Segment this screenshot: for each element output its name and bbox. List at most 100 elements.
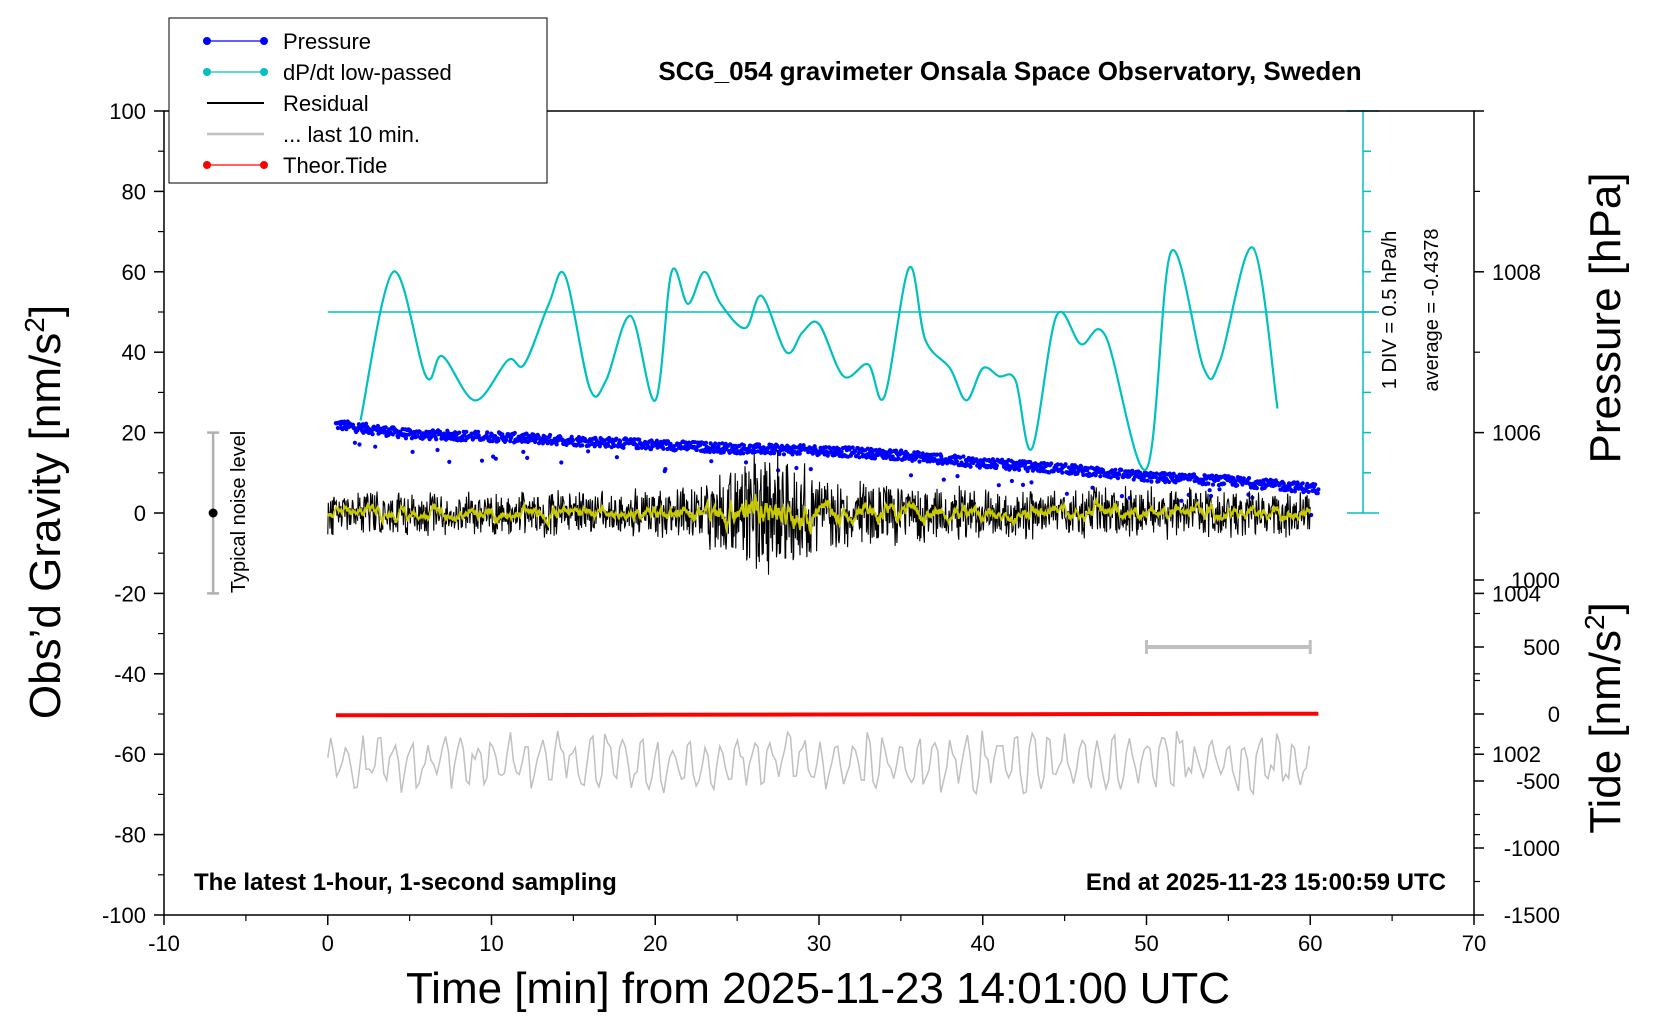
legend-label: Residual: [283, 91, 369, 116]
x-tick-label: 10: [479, 931, 503, 956]
pressure-point: [1079, 464, 1084, 469]
pressure-point: [673, 447, 679, 452]
pressure-point: [1208, 493, 1214, 499]
y-tick-label: -100: [102, 903, 146, 928]
legend-swatch-marker: [203, 161, 211, 169]
pressure-point: [927, 459, 933, 464]
pressure-point: [606, 443, 611, 448]
pressure-point: [794, 465, 799, 471]
pressure-point: [580, 443, 585, 448]
pressure-point: [1315, 491, 1320, 496]
legend-swatch-marker: [260, 37, 268, 45]
x-tick-label: 50: [1134, 931, 1158, 956]
pressure-point: [958, 455, 963, 460]
x-tick-label: 70: [1462, 931, 1486, 956]
pressure-point: [872, 456, 878, 461]
dpdt-series-line: [359, 246, 1279, 471]
pressure-point: [536, 441, 542, 446]
pressure-point: [694, 447, 699, 453]
pressure-point: [903, 456, 908, 461]
pressure-point: [1051, 469, 1056, 474]
legend-label: ... last 10 min.: [283, 122, 420, 147]
pressure-point: [777, 451, 782, 457]
pressure-point: [703, 440, 709, 445]
pressure-point: [1222, 481, 1227, 486]
pressure-point: [1235, 483, 1240, 488]
pressure-point: [464, 429, 469, 434]
x-tick-label: 40: [971, 931, 995, 956]
noise-level-label: Typical noise level: [228, 431, 250, 593]
pressure-point: [968, 464, 973, 469]
pressure-axis-title: Pressure [hPa]: [1581, 172, 1630, 463]
pressure-point: [1233, 479, 1238, 484]
pressure-point: [1119, 494, 1124, 499]
pressure-point: [435, 447, 440, 453]
tide-tick-label: 0: [1548, 702, 1560, 727]
pressure-point: [1281, 481, 1286, 486]
pressure-point: [808, 467, 813, 472]
legend-swatch-marker: [203, 37, 211, 45]
x-tick-label: 20: [643, 931, 667, 956]
pressure-point: [1217, 487, 1222, 492]
pressure-point: [1098, 474, 1103, 479]
pressure-point: [636, 445, 641, 451]
pressure-point: [1119, 467, 1124, 472]
pressure-point: [797, 451, 802, 456]
pressure-point: [954, 459, 960, 464]
residual-series-line: [327, 449, 1311, 575]
pressure-point: [1110, 468, 1115, 473]
y-tick-label: 60: [122, 260, 146, 285]
legend-swatch-marker: [203, 68, 211, 76]
y-axis-title-sup: 2: [19, 317, 50, 333]
pressure-point: [512, 430, 517, 436]
tide-tick-label: 500: [1523, 635, 1560, 660]
pressure-point: [1167, 479, 1172, 485]
pressure-point: [586, 449, 591, 454]
pressure-point: [476, 429, 481, 434]
pressure-point: [1017, 467, 1022, 472]
note-left: The latest 1-hour, 1-second sampling: [194, 869, 617, 896]
legend-label: Pressure: [283, 29, 371, 54]
pressure-point: [994, 463, 999, 468]
y-axis-title: Obs’d Gravity [nm/s2]: [19, 305, 70, 719]
x-tick-label: 30: [807, 931, 831, 956]
pressure-point: [741, 443, 747, 448]
x-tick-label: 60: [1298, 931, 1322, 956]
pressure-point: [1207, 488, 1212, 493]
legend-swatch-marker: [260, 161, 268, 169]
pressure-point: [457, 430, 462, 435]
pressure-point: [768, 451, 774, 456]
tide-tick-label: -500: [1516, 769, 1560, 794]
pressure-point: [1029, 480, 1034, 485]
pressure-point: [548, 432, 553, 438]
pressure-point: [952, 453, 958, 458]
x-axis-title: Time [min] from 2025-11-23 14:01:00 UTC: [406, 964, 1230, 1013]
pressure-point: [479, 458, 485, 463]
pressure-point: [1145, 478, 1150, 483]
legend-box: [168, 17, 548, 184]
pressure-tick-label: 1004: [1492, 581, 1541, 606]
pressure-point: [559, 460, 564, 465]
y-tick-label: 40: [122, 340, 146, 365]
pressure-point: [554, 442, 559, 447]
pressure-tick-label: 1006: [1492, 421, 1541, 446]
pressure-point: [1117, 472, 1122, 477]
legend-swatch-marker: [260, 68, 268, 76]
pressure-point: [1060, 470, 1065, 475]
y-tick-label: -40: [114, 662, 146, 687]
pressure-point: [485, 430, 490, 435]
tide-axis-title: Tide [nm/s2]: [1579, 602, 1630, 834]
pressure-point: [612, 443, 617, 448]
tide-tick-label: -1500: [1504, 903, 1560, 928]
pressure-point: [632, 437, 637, 442]
pressure-point: [1142, 478, 1147, 483]
pressure-point: [410, 449, 415, 454]
legend-label: Theor.Tide: [283, 153, 387, 178]
pressure-point: [850, 445, 855, 450]
pressure-point: [935, 452, 940, 457]
pressure-series: [333, 419, 1321, 518]
pressure-point: [1149, 479, 1154, 484]
plot-area: [207, 110, 1379, 796]
axes: -10 0 10 20 30 40 50 60 70100806040200-20-40-60-…: [102, 99, 1560, 956]
pressure-point: [1020, 482, 1026, 487]
